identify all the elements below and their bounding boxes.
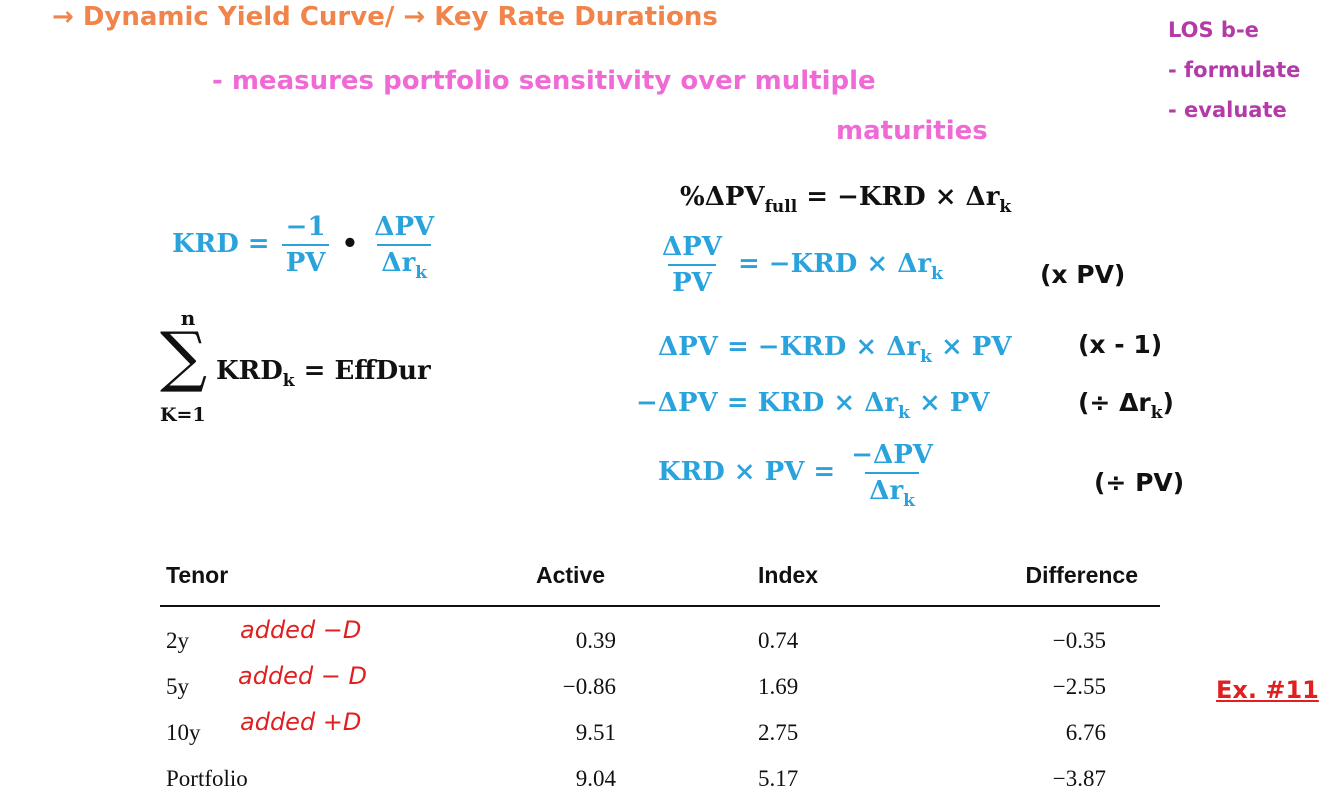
header-index: Index xyxy=(758,562,819,588)
step-1-equation: ΔPV PV = −KRD × Δrk xyxy=(662,232,943,298)
row-5y-difference: −2.55 xyxy=(1052,674,1106,699)
row-10y-annotation: added +D xyxy=(240,708,362,736)
sum-symbol: ∑ xyxy=(160,318,208,395)
example-label: Ex. #11 xyxy=(1216,676,1319,704)
row-10y-difference: 6.76 xyxy=(1065,720,1106,745)
los-item-evaluate: - evaluate xyxy=(1168,98,1287,122)
los-code: LOS b-e xyxy=(1168,18,1259,42)
los-item-formulate: - formulate xyxy=(1168,58,1301,82)
row-2y-difference: −0.35 xyxy=(1052,628,1106,653)
step-2-equation: ΔPV = −KRD × Δrk × PV xyxy=(658,332,1012,367)
slide-title: → Dynamic Yield Curve/ → Key Rate Durati… xyxy=(52,2,718,32)
row-2y-index: 0.74 xyxy=(758,628,799,653)
step-3-equation: −ΔPV = KRD × Δrk × PV xyxy=(636,388,990,423)
row-5y-tenor: 5y xyxy=(166,674,189,699)
header-difference: Difference xyxy=(1025,562,1138,588)
step-4-note: (÷ PV) xyxy=(1094,468,1185,497)
step-3-note: (÷ Δrk) xyxy=(1078,388,1174,423)
step-1-note: (x PV) xyxy=(1040,260,1126,289)
sum-lower-limit: K=1 xyxy=(160,404,206,426)
row-portfolio-active: 9.04 xyxy=(575,766,616,791)
row-2y-annotation: added −D xyxy=(240,616,362,644)
row-portfolio-difference: −3.87 xyxy=(1052,766,1106,791)
row-5y-active: −0.86 xyxy=(562,674,616,699)
krd-definition: KRD = −1 PV • ΔPV Δrk xyxy=(172,212,435,283)
row-10y-active: 9.51 xyxy=(575,720,616,745)
row-5y-index: 1.69 xyxy=(758,674,799,699)
row-portfolio-tenor: Portfolio xyxy=(166,766,248,791)
row-10y-tenor: 10y xyxy=(166,720,201,745)
header-rule xyxy=(160,605,1160,607)
row-portfolio-index: 5.17 xyxy=(758,766,799,791)
row-2y-active: 0.39 xyxy=(575,628,616,653)
full-price-change-formula: %ΔPVfull = −KRD × Δrk xyxy=(680,182,1012,217)
step-2-note: (x - 1) xyxy=(1078,330,1163,359)
header-tenor: Tenor xyxy=(166,562,229,588)
row-2y-tenor: 2y xyxy=(166,628,189,653)
header-active: Active xyxy=(536,562,606,588)
row-5y-annotation: added − D xyxy=(238,662,368,690)
sum-equals-effdur: KRDk = EffDur xyxy=(216,356,431,391)
sum-upper-limit: n xyxy=(180,306,196,330)
subtitle-line-1: - measures portfolio sensitivity over mu… xyxy=(212,66,876,96)
subtitle-line-2: maturities xyxy=(836,116,988,146)
row-10y-index: 2.75 xyxy=(758,720,799,745)
step-4-equation: KRD × PV = −ΔPV Δrk xyxy=(658,440,933,511)
